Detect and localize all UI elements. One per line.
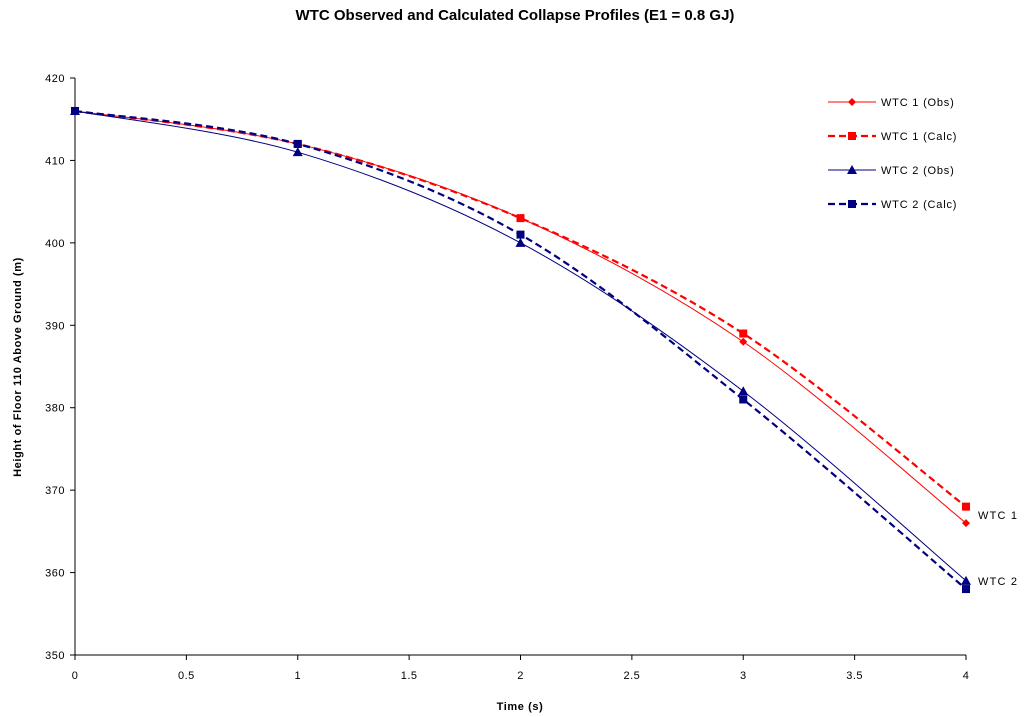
x-axis-ticks: 0 0.5 1 1.5 2 2.5 3 3.5 4	[72, 655, 970, 682]
series-point	[739, 329, 748, 338]
series-point	[962, 519, 970, 528]
x-tick-label: 4	[963, 670, 970, 682]
legend: WTC 1 (Obs) WTC 1 (Calc) WTC 2 (Obs) WTC 2 …	[828, 97, 957, 211]
chart-title: WTC Observed and Calculated Collapse Pro…	[296, 7, 735, 24]
y-tick-label: 380	[45, 403, 65, 415]
legend-label: WTC 1 (Obs)	[881, 97, 955, 109]
legend-item: WTC 2 (Calc)	[828, 199, 957, 211]
series-line-3	[74, 110, 967, 582]
series-point	[962, 502, 970, 511]
x-tick-label: 0.5	[178, 670, 195, 682]
series-layer	[70, 105, 971, 594]
x-tick-label: 2	[517, 670, 524, 682]
legend-label: WTC 2 (Obs)	[881, 165, 955, 177]
x-axis-label: Time (s)	[497, 701, 544, 713]
plot-area: 350 360 370 380 390 400 410 420 0 0.5 1 1.5 2 2.5 3 3.…	[45, 73, 971, 682]
x-tick-label: 1	[294, 670, 301, 682]
legend-item: WTC 1 (Obs)	[828, 97, 955, 109]
y-tick-label: 390	[45, 320, 65, 332]
series-point	[961, 575, 971, 585]
series-line-4	[74, 109, 967, 590]
y-tick-label: 370	[45, 485, 65, 497]
y-axis-label: Height of Floor 110 Above Ground (m)	[12, 257, 24, 477]
y-tick-label: 420	[45, 73, 65, 85]
legend-swatch-marker	[847, 165, 857, 174]
legend-label: WTC 2 (Calc)	[881, 199, 957, 211]
x-tick-label: 3.5	[846, 670, 863, 682]
x-tick-label: 0	[72, 670, 79, 682]
series-line-2	[74, 109, 967, 508]
series-point	[962, 585, 970, 594]
x-tick-label: 2.5	[623, 670, 640, 682]
legend-item: WTC 1 (Calc)	[828, 131, 957, 143]
series-point	[71, 106, 79, 115]
series-point	[739, 337, 748, 346]
line-end-label: WTC 2	[978, 576, 1018, 588]
series-point	[516, 230, 525, 239]
y-tick-label: 410	[45, 155, 65, 167]
legend-swatch-marker	[848, 200, 856, 208]
legend-label: WTC 1 (Calc)	[881, 131, 957, 143]
series-point	[293, 139, 302, 148]
line-end-label: WTC 1	[978, 510, 1018, 522]
series-point	[739, 395, 748, 404]
series-point	[738, 386, 749, 396]
x-tick-label: 1.5	[401, 670, 418, 682]
annotations: WTC 1 WTC 2	[978, 510, 1018, 588]
y-tick-label: 360	[45, 568, 65, 580]
y-axis-ticks: 350 360 370 380 390 400 410 420	[45, 73, 75, 662]
series-line-1	[74, 110, 967, 524]
series-point	[515, 237, 526, 247]
y-tick-label: 400	[45, 238, 65, 250]
series-point	[292, 147, 303, 157]
series-point	[516, 214, 525, 223]
legend-item: WTC 2 (Obs)	[828, 165, 955, 177]
legend-swatch-marker	[848, 132, 856, 140]
x-tick-label: 3	[740, 670, 747, 682]
legend-swatch-marker	[848, 98, 856, 106]
y-tick-label: 350	[45, 650, 65, 662]
